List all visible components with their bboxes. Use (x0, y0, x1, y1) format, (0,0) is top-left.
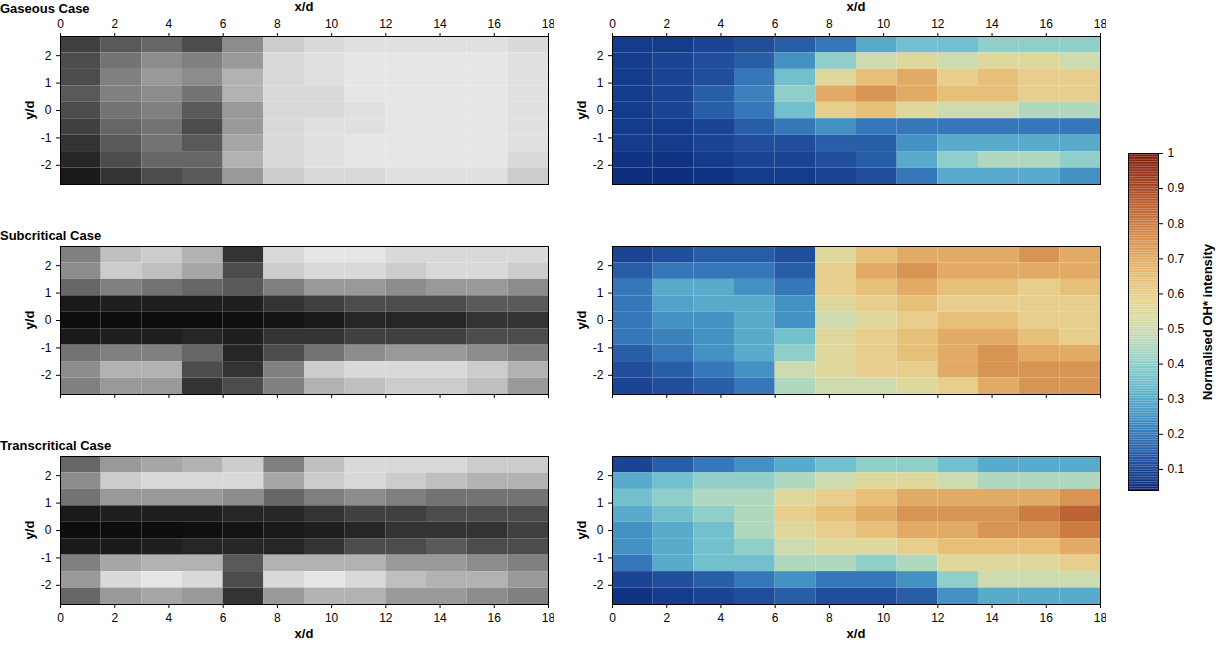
html-text:y/d: y/d (22, 100, 37, 120)
svg-text:1: 1 (45, 496, 52, 510)
svg-text:1: 1 (597, 286, 604, 300)
svg-text:0: 0 (57, 611, 64, 625)
svg-text:4: 4 (718, 611, 725, 625)
svg-text:10: 10 (325, 611, 339, 625)
svg-text:0: 0 (597, 313, 604, 327)
svg-text:-1: -1 (41, 551, 52, 565)
svg-text:-2: -2 (41, 368, 52, 382)
svg-text:16: 16 (488, 611, 502, 625)
html-text:x/d: x/d (294, 0, 314, 14)
svg-text:1: 1 (45, 76, 52, 90)
svg-text:12: 12 (379, 611, 393, 625)
html-text:Normalised OH* intensity: Normalised OH* intensity (1200, 243, 1215, 400)
svg-text:2: 2 (111, 611, 118, 625)
svg-text:18: 18 (542, 17, 554, 31)
svg-text:2: 2 (663, 611, 670, 625)
svg-text:0: 0 (45, 103, 52, 117)
html-text:Gaseous Case: Gaseous Case (0, 1, 90, 16)
svg-text:2: 2 (597, 259, 604, 273)
svg-text:4: 4 (166, 17, 173, 31)
html-text:x/d: x/d (846, 0, 866, 14)
svg-text:0: 0 (57, 17, 64, 31)
svg-text:0: 0 (609, 17, 616, 31)
svg-text:1: 1 (45, 286, 52, 300)
html-text:y/d: y/d (574, 520, 589, 540)
svg-text:16: 16 (1040, 611, 1054, 625)
svg-text:6: 6 (772, 611, 779, 625)
svg-text:8: 8 (274, 17, 281, 31)
html-text:y/d: y/d (22, 520, 37, 540)
svg-text:12: 12 (931, 611, 945, 625)
html-text:y/d: y/d (574, 100, 589, 120)
svg-text:0.2: 0.2 (1168, 427, 1185, 441)
svg-text:-1: -1 (593, 341, 604, 355)
html-text:Subcritical Case: Subcritical Case (0, 228, 102, 243)
html-text:x/d: x/d (846, 626, 866, 641)
svg-text:18: 18 (1094, 611, 1106, 625)
svg-text:6: 6 (220, 611, 227, 625)
svg-text:0.7: 0.7 (1168, 252, 1185, 266)
svg-text:0: 0 (609, 611, 616, 625)
svg-text:18: 18 (1094, 17, 1106, 31)
svg-text:16: 16 (1040, 17, 1054, 31)
svg-text:2: 2 (597, 469, 604, 483)
svg-text:6: 6 (220, 17, 227, 31)
svg-text:10: 10 (877, 17, 891, 31)
svg-text:18: 18 (542, 611, 554, 625)
svg-text:2: 2 (45, 49, 52, 63)
svg-text:0: 0 (45, 523, 52, 537)
svg-text:8: 8 (826, 611, 833, 625)
svg-text:14: 14 (985, 17, 999, 31)
svg-text:-2: -2 (593, 368, 604, 382)
svg-text:-1: -1 (593, 551, 604, 565)
svg-text:1: 1 (1168, 146, 1175, 160)
svg-text:2: 2 (111, 17, 118, 31)
svg-text:16: 16 (488, 17, 502, 31)
svg-text:0: 0 (45, 313, 52, 327)
svg-text:12: 12 (379, 17, 393, 31)
html-text:y/d: y/d (22, 310, 37, 330)
svg-text:0: 0 (597, 523, 604, 537)
svg-text:0.3: 0.3 (1168, 392, 1185, 406)
svg-text:4: 4 (718, 17, 725, 31)
svg-text:-1: -1 (593, 131, 604, 145)
svg-text:-2: -2 (41, 578, 52, 592)
svg-text:0.4: 0.4 (1168, 357, 1185, 371)
svg-text:10: 10 (877, 611, 891, 625)
html-text:x/d: x/d (294, 626, 314, 641)
svg-text:14: 14 (985, 611, 999, 625)
svg-text:0.1: 0.1 (1168, 462, 1185, 476)
svg-text:0.9: 0.9 (1168, 181, 1185, 195)
svg-text:-2: -2 (593, 158, 604, 172)
svg-text:14: 14 (433, 611, 447, 625)
html-text:Transcritical Case: Transcritical Case (0, 438, 112, 453)
svg-text:0: 0 (597, 103, 604, 117)
svg-text:0.5: 0.5 (1168, 322, 1185, 336)
svg-text:-2: -2 (593, 578, 604, 592)
svg-text:-2: -2 (41, 158, 52, 172)
html-text:y/d: y/d (574, 310, 589, 330)
svg-text:2: 2 (597, 49, 604, 63)
svg-text:1: 1 (597, 76, 604, 90)
svg-text:6: 6 (772, 17, 779, 31)
svg-text:2: 2 (663, 17, 670, 31)
svg-text:8: 8 (826, 17, 833, 31)
svg-text:2: 2 (45, 469, 52, 483)
svg-text:0.8: 0.8 (1168, 217, 1185, 231)
svg-text:1: 1 (597, 496, 604, 510)
svg-text:-1: -1 (41, 341, 52, 355)
svg-text:8: 8 (274, 611, 281, 625)
svg-text:10: 10 (325, 17, 339, 31)
svg-text:4: 4 (166, 611, 173, 625)
svg-text:12: 12 (931, 17, 945, 31)
svg-text:14: 14 (433, 17, 447, 31)
svg-text:2: 2 (45, 259, 52, 273)
svg-text:0.6: 0.6 (1168, 287, 1185, 301)
svg-text:-1: -1 (41, 131, 52, 145)
